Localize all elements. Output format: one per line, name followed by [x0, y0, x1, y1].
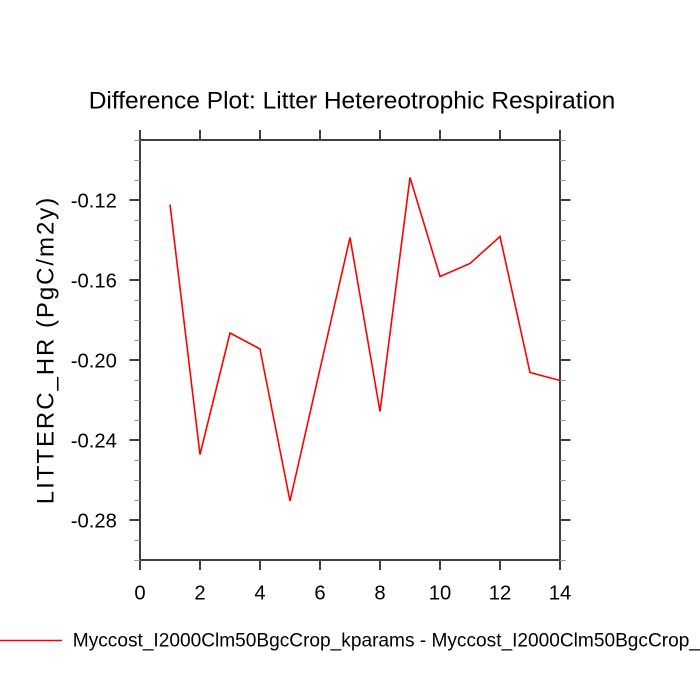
- svg-text:Difference Plot: Litter Hetere: Difference Plot: Litter Hetereotrophic R…: [89, 88, 616, 115]
- svg-text:10: 10: [429, 583, 451, 605]
- svg-text:6: 6: [314, 583, 325, 605]
- svg-text:0: 0: [134, 583, 145, 605]
- svg-text:-0.24: -0.24: [71, 431, 117, 453]
- svg-text:12: 12: [489, 583, 511, 605]
- svg-text:LITTERC_HR (PgC/m2y): LITTERC_HR (PgC/m2y): [33, 196, 60, 504]
- svg-text:Myccost_I2000Clm50BgcCrop_kpar: Myccost_I2000Clm50BgcCrop_kparams - Mycc…: [73, 631, 700, 652]
- svg-text:8: 8: [374, 583, 385, 605]
- svg-text:14: 14: [549, 583, 571, 605]
- svg-text:-0.16: -0.16: [71, 271, 117, 293]
- svg-text:-0.12: -0.12: [71, 191, 117, 213]
- svg-text:2: 2: [194, 583, 205, 605]
- svg-text:-0.28: -0.28: [71, 511, 117, 533]
- svg-text:-0.20: -0.20: [71, 351, 117, 373]
- svg-text:4: 4: [254, 583, 265, 605]
